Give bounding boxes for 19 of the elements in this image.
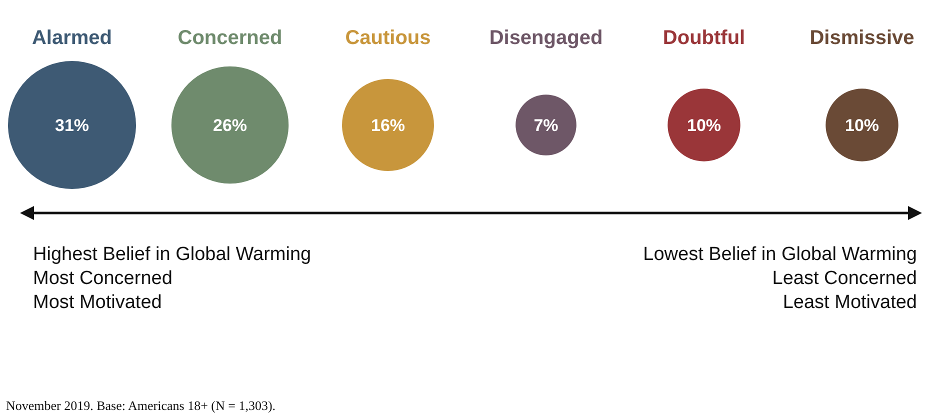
text: Highest Belief in Global Warming [33,244,312,265]
category-label: Dismissive [810,27,914,49]
category-label: Alarmed [32,27,112,49]
text: November 2019. Base: Americans 18+ (N = 1,303). [6,398,276,413]
text: Least Concerned [772,268,917,289]
category-label: Concerned [178,27,282,49]
data-label: 10% [844,116,880,135]
data-label: 7% [534,116,558,135]
category-label: Doubtful [662,27,746,49]
data-label: 31% [54,116,90,135]
category-label: Disengaged [489,27,603,49]
category-label: Cautious [345,27,431,49]
text: Lowest Belief in Global Warming [643,244,917,265]
text: Most Concerned [33,268,172,289]
text: Least Motivated [782,292,917,313]
data-label: 16% [370,116,406,135]
data-label: 10% [686,116,722,135]
text: Most Motivated [33,292,162,313]
data-label: 26% [212,116,248,135]
